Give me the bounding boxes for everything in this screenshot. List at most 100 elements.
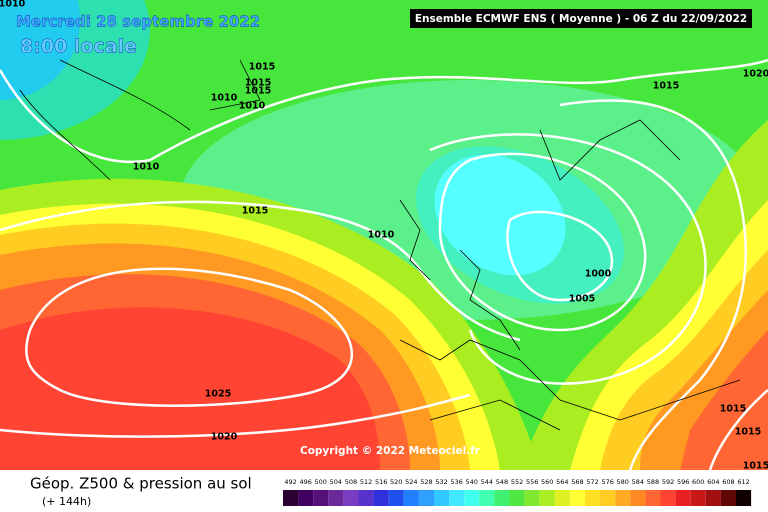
legend-swatch bbox=[418, 490, 434, 506]
legend-label: 500 bbox=[315, 478, 327, 486]
legend-label: 608 bbox=[722, 478, 734, 486]
contour-label: 1020 bbox=[743, 69, 768, 80]
legend-label: 492 bbox=[284, 478, 296, 486]
legend-swatch bbox=[690, 490, 706, 506]
contour-label: 1015 bbox=[653, 81, 679, 92]
legend-label: 508 bbox=[345, 478, 357, 486]
contour-label: 1015 bbox=[245, 78, 271, 89]
legend-label: 520 bbox=[390, 478, 402, 486]
legend-swatch bbox=[298, 490, 314, 506]
contour-labels: 1010101510151015101010101010101510101015… bbox=[0, 0, 768, 472]
legend-swatch bbox=[358, 490, 374, 506]
legend-swatch bbox=[434, 490, 450, 506]
contour-label: 1010 bbox=[133, 162, 160, 173]
field bbox=[434, 154, 566, 276]
legend-swatch bbox=[343, 490, 359, 506]
contour-label: 1020 bbox=[211, 432, 238, 443]
legend-label: 588 bbox=[647, 478, 659, 486]
legend-label: 600 bbox=[692, 478, 704, 486]
legend-swatch bbox=[494, 490, 510, 506]
legend-label: 568 bbox=[571, 478, 583, 486]
isobars bbox=[0, 58, 768, 471]
contour-label: 1015 bbox=[245, 86, 271, 97]
legend-label: 548 bbox=[496, 478, 508, 486]
contour-label: 1015 bbox=[735, 427, 761, 438]
legend-swatch bbox=[705, 490, 721, 506]
legend-swatch bbox=[313, 490, 329, 506]
coastline bbox=[399, 119, 681, 351]
copyright: Copyright © 2022 Meteociel.fr bbox=[300, 445, 481, 457]
isobar bbox=[559, 99, 747, 471]
legend-label: 556 bbox=[526, 478, 538, 486]
legend-label: 572 bbox=[586, 478, 598, 486]
isobar bbox=[708, 389, 768, 471]
legend-swatch bbox=[615, 490, 631, 506]
legend-label: 540 bbox=[466, 478, 478, 486]
local-time: 8:00 locale bbox=[20, 36, 137, 58]
legend-label: 544 bbox=[481, 478, 493, 486]
legend-swatch bbox=[283, 490, 299, 506]
model-run: Ensemble ECMWF ENS ( Moyenne ) - 06 Z du… bbox=[415, 13, 747, 25]
contour-label: 1015 bbox=[743, 461, 768, 472]
legend-swatch bbox=[464, 490, 480, 506]
legend-swatch bbox=[479, 490, 495, 506]
contour-label: 1010 bbox=[211, 93, 238, 104]
legend-label: 596 bbox=[677, 478, 689, 486]
legend-swatch bbox=[509, 490, 525, 506]
legend-label: 604 bbox=[707, 478, 719, 486]
footer-subtitle: (+ 144h) bbox=[42, 495, 91, 508]
legend-swatch bbox=[660, 490, 676, 506]
legend-swatch bbox=[675, 490, 691, 506]
legend-swatch bbox=[569, 490, 585, 506]
isobar bbox=[0, 58, 768, 164]
legend-label: 564 bbox=[556, 478, 568, 486]
isobar bbox=[0, 200, 521, 342]
legend-swatch bbox=[600, 490, 616, 506]
legend-swatch bbox=[449, 490, 465, 506]
legend-swatch bbox=[645, 490, 661, 506]
legend: 492 496 500 504 508 512 516 520 524 528 532 536 540 5… bbox=[283, 478, 752, 506]
legend-label: 584 bbox=[632, 478, 644, 486]
legend-label: 576 bbox=[601, 478, 613, 486]
legend-swatch bbox=[585, 490, 601, 506]
isobar bbox=[0, 393, 471, 438]
isobar bbox=[506, 210, 614, 302]
legend-label: 552 bbox=[511, 478, 523, 486]
field bbox=[680, 330, 768, 470]
legend-label: 528 bbox=[420, 478, 432, 486]
field bbox=[0, 0, 80, 100]
legend-label: 532 bbox=[435, 478, 447, 486]
coastlines bbox=[19, 59, 741, 431]
header-box bbox=[410, 9, 752, 28]
contour-label: 1010 bbox=[239, 101, 266, 112]
isobar bbox=[25, 267, 353, 407]
contour-label: 1025 bbox=[205, 389, 231, 400]
contour-label: 1015 bbox=[249, 62, 275, 73]
legend-swatch bbox=[403, 490, 419, 506]
contour-label: 1000 bbox=[585, 269, 612, 280]
coastline bbox=[19, 59, 261, 181]
isobar bbox=[438, 152, 647, 332]
isobar bbox=[429, 133, 707, 385]
footer-title: Géop. Z500 & pression au sol bbox=[30, 475, 252, 493]
coastline bbox=[399, 339, 741, 431]
legend-swatch bbox=[736, 490, 752, 506]
legend-label: 560 bbox=[541, 478, 553, 486]
legend-label: 496 bbox=[299, 478, 311, 486]
legend-swatch bbox=[539, 490, 555, 506]
contour-label: 1010 bbox=[0, 0, 26, 10]
contour-label: 1015 bbox=[242, 206, 268, 217]
legend-swatch bbox=[328, 490, 344, 506]
legend-label: 592 bbox=[662, 478, 674, 486]
contour-label: 1015 bbox=[720, 404, 746, 415]
legend-label: 512 bbox=[360, 478, 372, 486]
contour-label: 1005 bbox=[569, 294, 595, 305]
legend-label: 516 bbox=[375, 478, 387, 486]
legend-label: 612 bbox=[737, 478, 749, 486]
legend-swatch bbox=[524, 490, 540, 506]
legend-swatch bbox=[388, 490, 404, 506]
legend-label: 580 bbox=[617, 478, 629, 486]
legend-label: 536 bbox=[450, 478, 462, 486]
legend-swatch bbox=[630, 490, 646, 506]
